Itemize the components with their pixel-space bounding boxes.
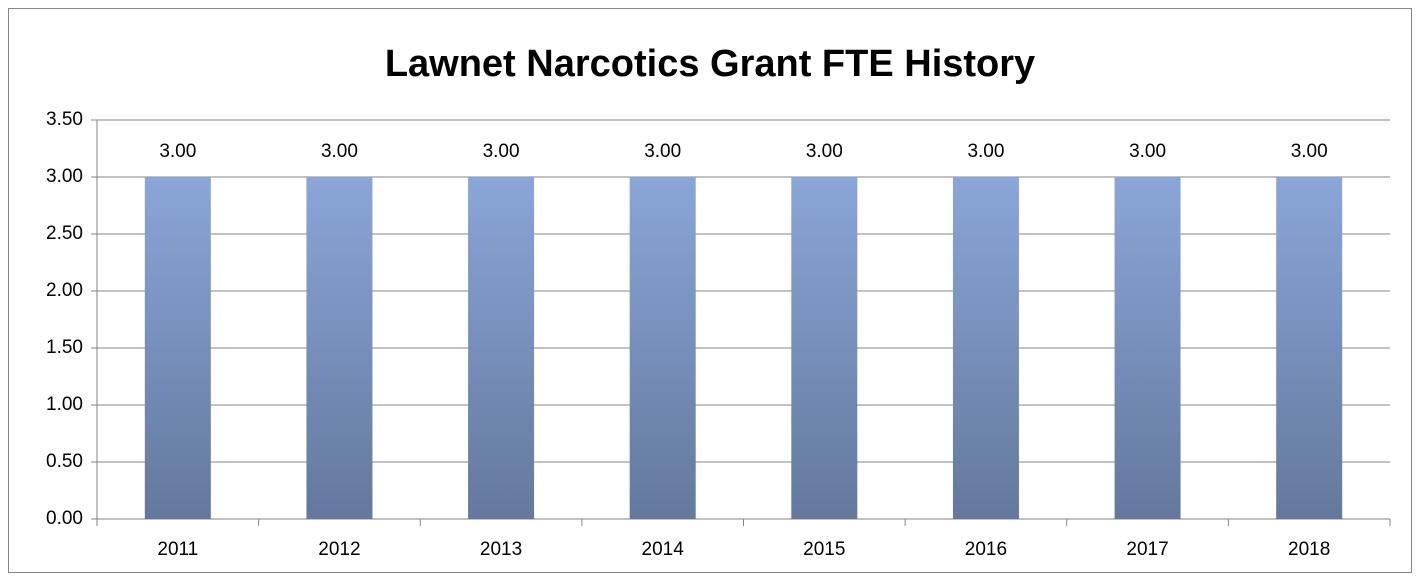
bar bbox=[952, 177, 1019, 519]
data-label: 3.00 bbox=[483, 141, 520, 162]
x-tick-label: 2014 bbox=[642, 539, 685, 560]
y-tick-label: 0.50 bbox=[46, 451, 83, 472]
y-tick-label: 2.00 bbox=[46, 280, 83, 301]
bar bbox=[468, 177, 535, 519]
data-label: 3.00 bbox=[967, 141, 1004, 162]
y-tick-label: 3.50 bbox=[46, 109, 83, 130]
y-tick-label: 3.00 bbox=[46, 166, 83, 187]
bar bbox=[1114, 177, 1181, 519]
bar bbox=[791, 177, 858, 519]
data-label: 3.00 bbox=[644, 141, 681, 162]
chart-title: Lawnet Narcotics Grant FTE History bbox=[385, 43, 1035, 85]
y-tick-label: 0.00 bbox=[46, 508, 83, 529]
bar bbox=[306, 177, 373, 519]
y-tick-label: 1.00 bbox=[46, 394, 83, 415]
x-tick-label: 2016 bbox=[965, 539, 1007, 560]
bar bbox=[144, 177, 211, 519]
bar bbox=[1276, 177, 1343, 519]
x-tick-label: 2018 bbox=[1288, 539, 1330, 560]
data-label: 3.00 bbox=[159, 141, 196, 162]
data-label: 3.00 bbox=[1291, 141, 1328, 162]
x-tick-label: 2013 bbox=[480, 539, 522, 560]
x-tick-label: 2017 bbox=[1126, 539, 1168, 560]
y-tick-label: 1.50 bbox=[46, 337, 83, 358]
bar bbox=[629, 177, 696, 519]
x-tick-label: 2015 bbox=[803, 539, 845, 560]
data-label: 3.00 bbox=[321, 141, 358, 162]
y-tick-label: 2.50 bbox=[46, 223, 83, 244]
x-tick-label: 2011 bbox=[157, 539, 198, 560]
data-label: 3.00 bbox=[806, 141, 843, 162]
x-tick-label: 2012 bbox=[318, 539, 360, 560]
data-label: 3.00 bbox=[1129, 141, 1166, 162]
